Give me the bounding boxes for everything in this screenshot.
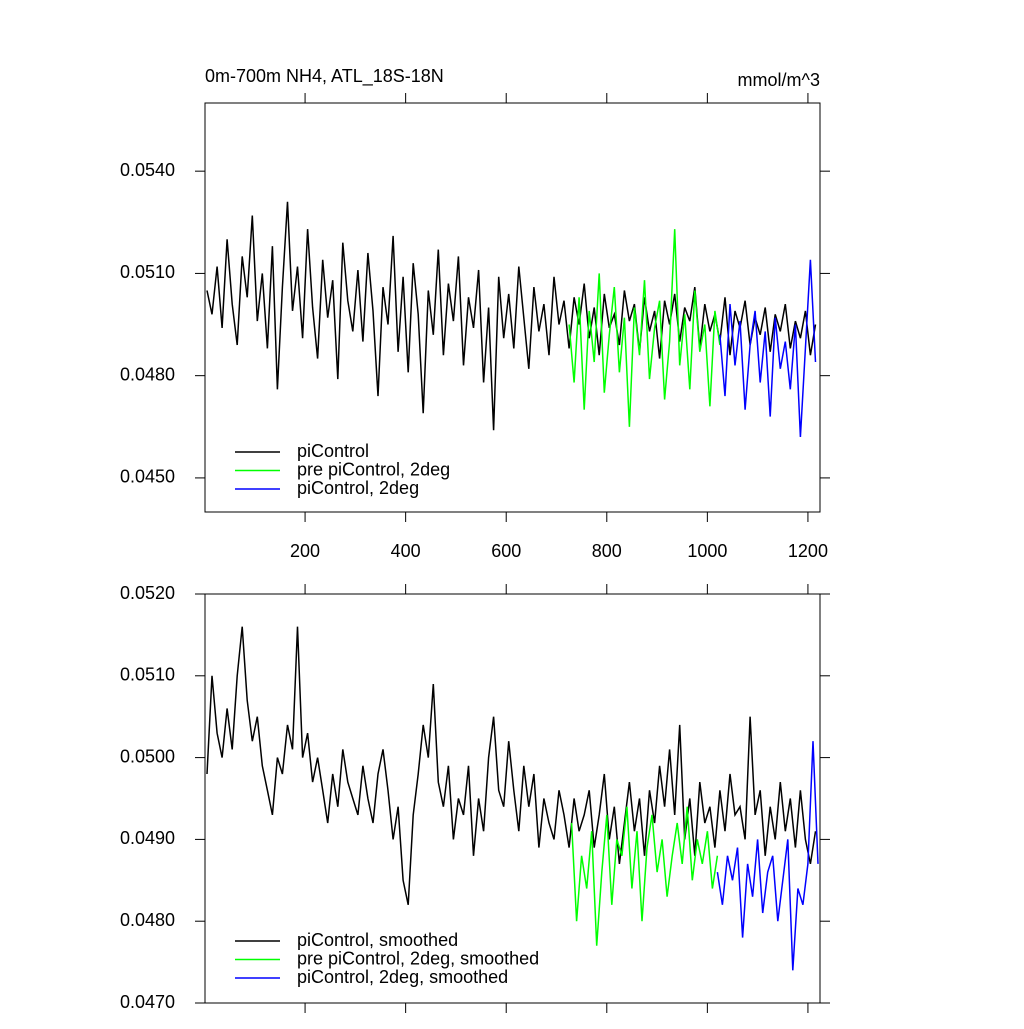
chart-title: 0m-700m NH4, ATL_18S-18N: [205, 66, 444, 87]
legend-label: pre piControl, 2deg: [297, 459, 450, 479]
legend-label: piControl, 2deg, smoothed: [297, 967, 508, 987]
series-line: [570, 806, 719, 946]
y-tick-label: 0.0540: [120, 160, 175, 180]
x-tick-label: 400: [391, 541, 421, 561]
legend-label: piControl, 2deg: [297, 478, 419, 498]
y-tick-label: 0.0480: [120, 910, 175, 930]
y-tick-label: 0.0470: [120, 992, 175, 1012]
legend-label: piControl: [297, 441, 369, 461]
series-line: [568, 229, 721, 427]
x-tick-label: 200: [290, 541, 320, 561]
plot-frame: [204, 593, 821, 1004]
y-tick-label: 0.0490: [120, 828, 175, 848]
y-tick-label: 0.0510: [120, 665, 175, 685]
series-line: [206, 626, 817, 905]
units-label: mmol/m^3: [738, 70, 820, 90]
y-tick-label: 0.0520: [120, 583, 175, 603]
y-tick-label: 0.0450: [120, 467, 175, 487]
series-line: [716, 741, 819, 971]
series-line: [719, 259, 817, 438]
series-line: [206, 201, 817, 431]
y-tick-label: 0.0500: [120, 746, 175, 766]
y-tick-label: 0.0480: [120, 364, 175, 384]
x-tick-label: 1000: [687, 541, 727, 561]
legend-label: piControl, smoothed: [297, 930, 458, 950]
legend-label: pre piControl, 2deg, smoothed: [297, 948, 539, 968]
x-tick-label: 1200: [788, 541, 828, 561]
x-tick-label: 800: [592, 541, 622, 561]
x-tick-label: 600: [491, 541, 521, 561]
plot-frame: [204, 102, 821, 513]
y-tick-label: 0.0510: [120, 262, 175, 282]
